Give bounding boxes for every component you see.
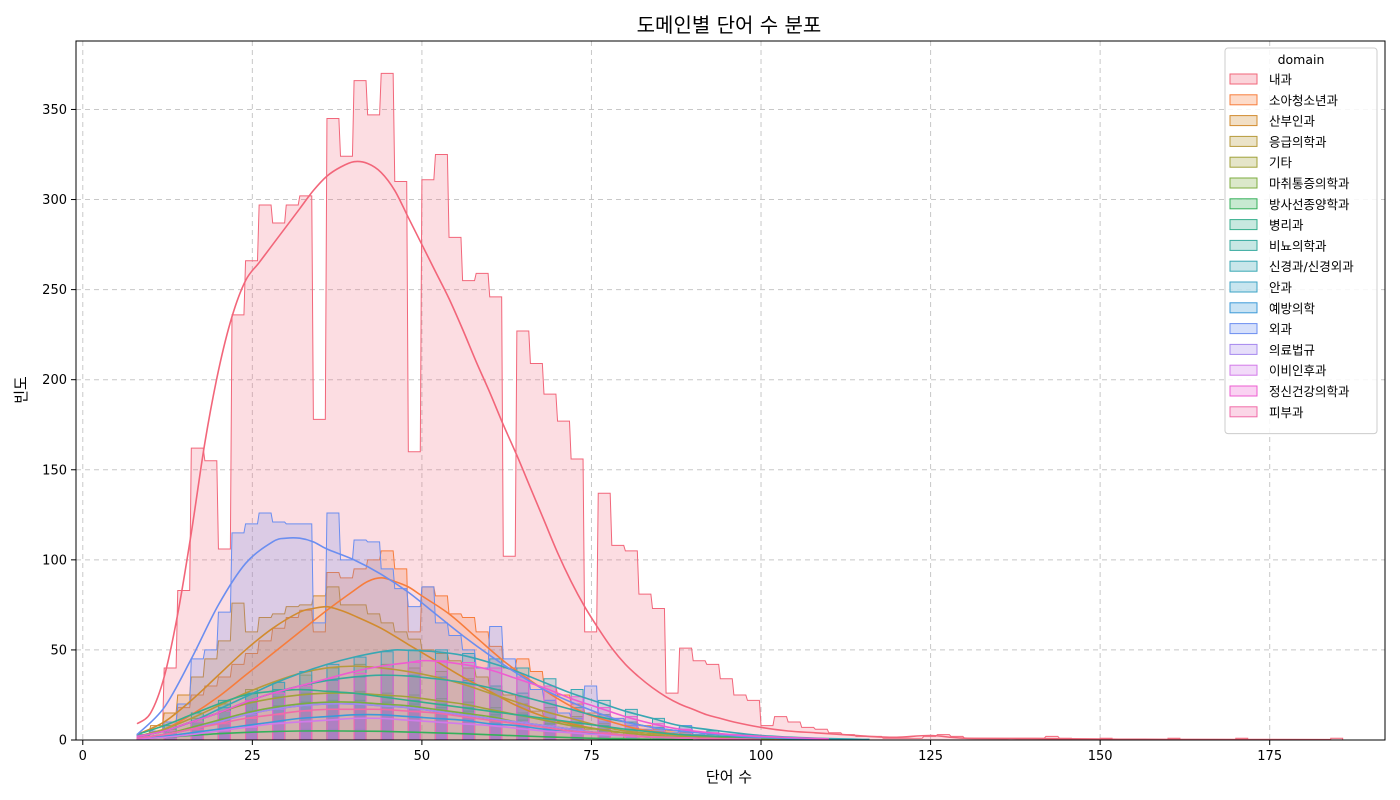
legend-swatch-16 — [1229, 406, 1258, 418]
legend-item-8: 비뇨의학과 — [1229, 238, 1327, 253]
legend-item-6: 방사선종양학과 — [1229, 197, 1350, 212]
kde-curve-6 — [136, 730, 694, 741]
y-tick-label-0: 0 — [59, 734, 67, 749]
histogram-bars — [136, 72, 1344, 741]
legend-label-12: 외과 — [1269, 322, 1293, 337]
y-tick-label-7: 350 — [42, 103, 67, 118]
chart-title: 도메인별 단어 수 분포 — [637, 13, 822, 37]
legend-label-14: 이비인후과 — [1269, 363, 1327, 378]
legend-label-13: 의료법규 — [1269, 342, 1315, 357]
legend-swatch-9 — [1229, 260, 1258, 272]
legend-label-7: 병리과 — [1269, 218, 1304, 233]
legend-swatch-8 — [1229, 239, 1258, 251]
legend-item-2: 산부인과 — [1229, 114, 1316, 129]
legend-swatch-14 — [1229, 364, 1258, 376]
legend-box — [1224, 47, 1378, 435]
y-tick-label-3: 150 — [42, 463, 67, 478]
y-tick-label-6: 300 — [42, 193, 67, 208]
grid-lines — [76, 41, 1385, 741]
legend-label-1: 소아청소년과 — [1269, 93, 1339, 108]
legend-label-10: 안과 — [1269, 280, 1293, 295]
legend-item-0: 내과 — [1229, 72, 1293, 87]
legend-label-6: 방사선종양학과 — [1269, 197, 1350, 212]
kde-curve-9 — [136, 649, 870, 741]
legend-label-2: 산부인과 — [1269, 114, 1316, 129]
y-axis-title: 빈도 — [12, 376, 30, 404]
x-tick-label-1: 25 — [244, 749, 261, 764]
legend-item-14: 이비인후과 — [1229, 363, 1327, 378]
legend-item-11: 예방의학 — [1229, 301, 1316, 316]
legend-label-5: 마취통증의학과 — [1269, 176, 1350, 191]
legend-label-4: 기타 — [1269, 155, 1293, 170]
legend-swatch-12 — [1229, 323, 1258, 335]
y-tick-label-5: 250 — [42, 283, 67, 298]
kde-curve-0 — [136, 160, 1331, 741]
x-tick-label-6: 150 — [1088, 749, 1113, 764]
x-axis-title: 단어 수 — [706, 768, 752, 786]
histogram-series-0 — [136, 72, 1344, 741]
legend-item-3: 응급의학과 — [1229, 134, 1327, 149]
legend-title: domain — [1278, 52, 1325, 67]
x-tick-label-0: 0 — [79, 749, 87, 764]
legend-item-5: 마취통증의학과 — [1229, 176, 1350, 191]
legend-swatch-4 — [1229, 156, 1258, 168]
y-tick-label-2: 100 — [42, 553, 67, 568]
x-tick-label-7: 175 — [1257, 749, 1282, 764]
kde-curve-15 — [136, 659, 829, 740]
legend-swatch-0 — [1229, 73, 1258, 85]
kde-curve-12 — [136, 536, 829, 740]
legend-label-0: 내과 — [1269, 72, 1293, 87]
x-tick-label-4: 100 — [749, 749, 774, 764]
y-tick-label-4: 200 — [42, 373, 67, 388]
legend-item-7: 병리과 — [1229, 218, 1304, 233]
legend-items: 내과소아청소년과산부인과응급의학과기타마취통증의학과방사선종양학과병리과비뇨의학… — [1229, 72, 1354, 420]
plot-frame — [75, 40, 1386, 741]
legend-item-16: 피부과 — [1229, 405, 1304, 420]
legend-swatch-5 — [1229, 177, 1258, 189]
y-axis-ticks: 0 50 100 150 200 250 300 350 — [42, 103, 76, 749]
legend-item-4: 기타 — [1229, 155, 1293, 170]
x-tick-label-3: 75 — [583, 749, 600, 764]
legend-swatch-2 — [1229, 115, 1258, 127]
legend-label-8: 비뇨의학과 — [1269, 238, 1327, 253]
y-tick-label-1: 50 — [50, 643, 67, 658]
legend-item-1: 소아청소년과 — [1229, 93, 1339, 108]
kde-curves — [136, 160, 1331, 741]
legend-swatch-6 — [1229, 198, 1258, 210]
legend-label-15: 정신건강의학과 — [1269, 384, 1350, 399]
legend-item-15: 정신건강의학과 — [1229, 384, 1350, 399]
kde-curve-7 — [136, 688, 829, 741]
legend-swatch-10 — [1229, 281, 1258, 293]
x-axis-ticks: 0 25 50 75 100 125 150 175 — [79, 740, 1282, 764]
x-tick-label-5: 125 — [918, 749, 943, 764]
legend-label-16: 피부과 — [1269, 405, 1304, 420]
histogram-step-0 — [136, 72, 1344, 741]
legend-swatch-1 — [1229, 94, 1258, 106]
legend: domain 내과소아청소년과산부인과응급의학과기타마취통증의학과방사선종양학과… — [1224, 47, 1378, 435]
legend-swatch-15 — [1229, 385, 1258, 397]
legend-swatch-3 — [1229, 135, 1258, 147]
legend-item-12: 외과 — [1229, 322, 1293, 337]
legend-swatch-7 — [1229, 219, 1258, 231]
kde-curve-14 — [136, 717, 762, 741]
legend-item-13: 의료법규 — [1229, 342, 1315, 357]
legend-swatch-11 — [1229, 302, 1258, 314]
legend-label-3: 응급의학과 — [1269, 134, 1327, 149]
legend-item-10: 안과 — [1229, 280, 1293, 295]
legend-swatch-13 — [1229, 343, 1258, 355]
legend-label-11: 예방의학 — [1269, 301, 1316, 316]
legend-item-9: 신경과/신경외과 — [1229, 259, 1354, 274]
kde-curve-16 — [136, 708, 762, 741]
legend-label-9: 신경과/신경외과 — [1269, 259, 1354, 274]
x-tick-label-2: 50 — [414, 749, 431, 764]
